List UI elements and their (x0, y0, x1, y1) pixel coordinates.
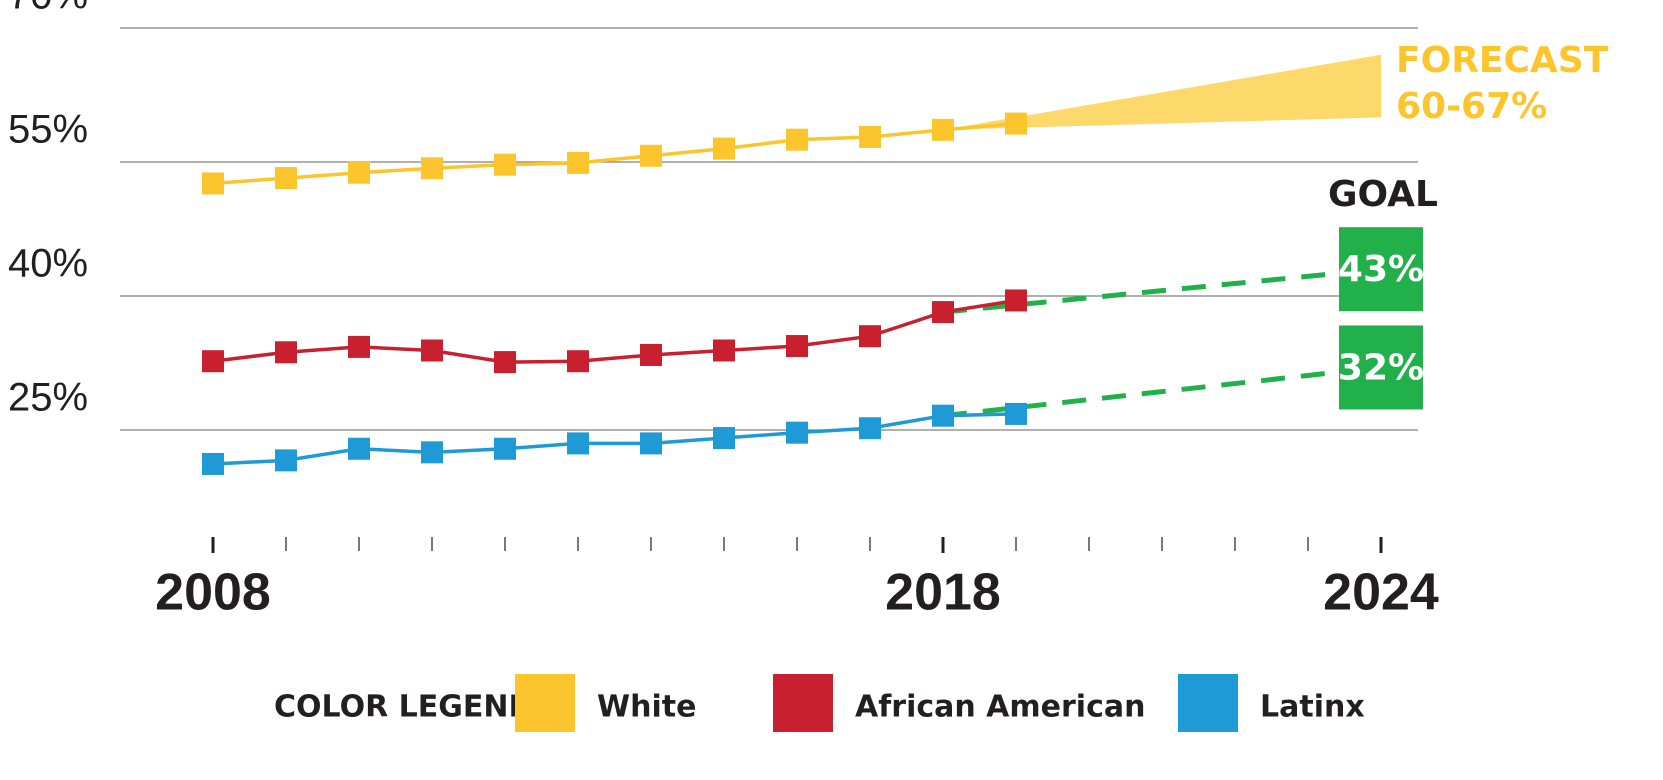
legend-swatch (515, 674, 575, 732)
series-line (212, 298, 1017, 364)
series-marker (859, 125, 881, 148)
series-marker (1005, 112, 1027, 135)
goal-box (1339, 325, 1423, 410)
legend-swatch (1178, 674, 1238, 732)
series-line (212, 121, 1017, 186)
series-marker (348, 335, 370, 358)
series-marker (1005, 402, 1027, 425)
series-marker (494, 351, 516, 374)
series-marker (421, 441, 443, 464)
y-tick-label: 40% (8, 242, 88, 286)
series-marker (567, 350, 589, 373)
series-marker (567, 151, 589, 174)
series-marker (494, 437, 516, 460)
series-marker (640, 432, 662, 455)
goal-value-label: 43% (1338, 249, 1424, 290)
goal-value-label: 32% (1338, 347, 1424, 388)
forecast-label: FORECAST (1396, 40, 1609, 81)
series-marker (713, 427, 735, 450)
series-marker (421, 157, 443, 180)
goal-box (1339, 227, 1423, 312)
series-marker (275, 341, 297, 364)
series-marker (1005, 289, 1027, 312)
goal-line (942, 266, 1382, 315)
series-marker (275, 167, 297, 190)
series-marker (786, 128, 808, 151)
goal-line (942, 364, 1382, 419)
legend-label: Latinx (1260, 690, 1365, 725)
series-marker (786, 335, 808, 358)
series-marker (932, 404, 954, 427)
series-marker (713, 339, 735, 362)
series-line (212, 412, 1017, 466)
series-marker (202, 172, 224, 195)
series-marker (202, 452, 224, 475)
series-marker (421, 339, 443, 362)
forecast-range: 60-67% (1396, 86, 1547, 127)
series-marker (640, 343, 662, 366)
series-marker (713, 137, 735, 160)
series-marker (932, 301, 954, 324)
goal-label: GOAL (1328, 174, 1438, 215)
series-marker (348, 437, 370, 460)
series-marker (202, 350, 224, 373)
series-marker (275, 449, 297, 472)
series-marker (640, 144, 662, 167)
y-tick-label: 55% (8, 108, 88, 152)
series-marker (859, 325, 881, 348)
series-marker (932, 118, 954, 141)
series-marker (859, 417, 881, 440)
forecast-band (943, 54, 1381, 130)
series-marker (348, 161, 370, 184)
legend-title: COLOR LEGEND (274, 690, 533, 725)
x-tick-label: 2018 (885, 564, 1001, 622)
x-tick-label: 2008 (155, 564, 271, 622)
series-marker (494, 153, 516, 176)
series-marker (567, 432, 589, 455)
y-tick-label: 25% (8, 376, 88, 420)
legend-label: White (597, 690, 696, 725)
y-tick-label: 70% (8, 0, 88, 18)
legend-swatch (773, 674, 833, 732)
legend-label: African American (855, 690, 1145, 725)
series-marker (786, 421, 808, 444)
x-tick-label: 2024 (1323, 564, 1439, 622)
